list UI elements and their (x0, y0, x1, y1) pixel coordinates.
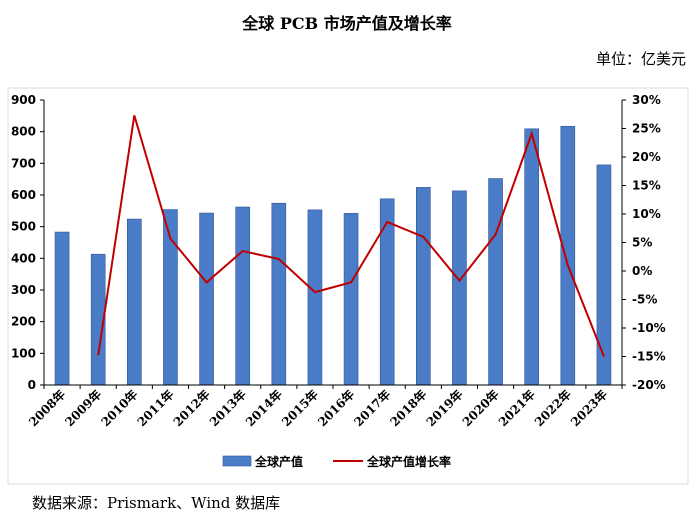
y-right-tick-label: 5% (632, 236, 652, 250)
y-left-tick-label: 0 (28, 378, 36, 392)
source-note: 数据来源：Prismark、Wind 数据库 (32, 494, 281, 512)
y-left-tick-label: 400 (11, 251, 36, 265)
bar (596, 164, 612, 386)
y-right-tick-label: 30% (632, 93, 661, 107)
y-right-tick-label: 20% (632, 150, 661, 164)
bar (343, 213, 359, 386)
bar (524, 128, 539, 386)
y-left-tick-label: 600 (11, 188, 36, 202)
x-tick-label: 2011年 (134, 387, 177, 430)
y-left-tick-label: 300 (11, 283, 36, 297)
bar (54, 231, 70, 386)
x-tick-label: 2022年 (531, 387, 574, 430)
y-left-tick-label: 500 (11, 220, 36, 234)
x-tick-label: 2009年 (62, 387, 105, 430)
plot-frame (7, 87, 689, 485)
x-tick-label: 2014年 (242, 387, 285, 430)
x-tick-label: 2019年 (423, 387, 466, 430)
x-tick-label: 2020年 (459, 387, 502, 430)
x-tick-label: 2021年 (495, 387, 538, 430)
y-right-tick-label: 25% (632, 122, 661, 136)
bar (199, 212, 214, 386)
x-tick-label: 2010年 (98, 387, 141, 430)
y-left-tick-label: 200 (11, 315, 36, 329)
y-right-tick-label: -5% (632, 293, 657, 307)
y-right-tick-label: 15% (632, 179, 661, 193)
bar (307, 209, 323, 386)
x-tick-label: 2008年 (25, 387, 68, 430)
bar (560, 125, 576, 386)
y-left-tick-label: 800 (11, 125, 36, 139)
combo-chart: 0 100 200 300 400 500 600 700 800 900 -20% -15% -10%… (7, 87, 689, 485)
bar (416, 187, 431, 386)
bar (127, 218, 142, 386)
x-tick-label: 2012年 (170, 387, 213, 430)
x-tick-label: 2013年 (206, 387, 249, 430)
unit-label: 单位：亿美元 (595, 50, 686, 68)
bar (488, 178, 503, 386)
legend-bar-swatch (222, 455, 252, 467)
legend-bar-label: 全球产值 (254, 454, 303, 469)
x-tick-label: 2018年 (387, 387, 430, 430)
x-tick-label: 2023年 (567, 387, 610, 430)
legend-line-label: 全球产值增长率 (366, 454, 451, 469)
bar (271, 202, 287, 386)
x-tick-label: 2015年 (278, 387, 321, 430)
x-tick-label: 2016年 (314, 387, 357, 430)
y-right-tick-label: 10% (632, 207, 661, 221)
bar (452, 190, 467, 386)
bar (379, 198, 395, 386)
y-left-tick-label: 100 (11, 346, 36, 360)
y-left-tick-label: 700 (11, 156, 36, 170)
growth-line (97, 115, 605, 357)
y-right-tick-label: -20% (632, 378, 666, 392)
y-right-tick-label: -15% (632, 350, 666, 364)
y-right-tick-label: 0% (632, 264, 652, 278)
y-right-tick-label: -10% (632, 321, 666, 335)
y-left-tick-label: 900 (11, 93, 36, 107)
chart-title: 全球 PCB 市场产值及增长率 (242, 14, 452, 33)
bar (235, 206, 250, 386)
x-tick-label: 2017年 (351, 387, 394, 430)
